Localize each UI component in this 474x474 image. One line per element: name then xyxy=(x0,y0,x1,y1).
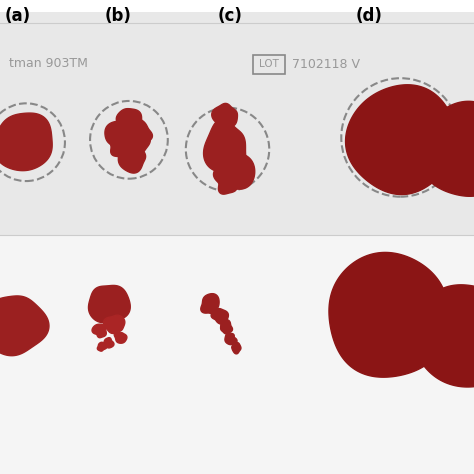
Text: (c): (c) xyxy=(218,7,243,25)
Polygon shape xyxy=(232,343,241,354)
Polygon shape xyxy=(0,113,52,171)
Bar xyxy=(0,12,474,235)
Polygon shape xyxy=(121,128,150,154)
Polygon shape xyxy=(216,144,255,189)
Polygon shape xyxy=(110,133,137,160)
Polygon shape xyxy=(221,123,232,135)
Polygon shape xyxy=(221,113,232,125)
Text: LOT: LOT xyxy=(259,59,279,70)
Polygon shape xyxy=(105,121,131,151)
Text: (d): (d) xyxy=(356,7,383,25)
Text: tman 903TM: tman 903TM xyxy=(9,57,88,71)
Polygon shape xyxy=(221,119,232,131)
Polygon shape xyxy=(104,337,114,348)
Polygon shape xyxy=(92,324,106,337)
Polygon shape xyxy=(221,116,232,128)
Polygon shape xyxy=(126,118,153,148)
Text: 7102118 V: 7102118 V xyxy=(292,58,359,71)
Polygon shape xyxy=(211,309,228,324)
Polygon shape xyxy=(225,333,237,345)
Polygon shape xyxy=(118,144,146,173)
Polygon shape xyxy=(203,119,246,173)
Polygon shape xyxy=(116,109,143,136)
Bar xyxy=(0,235,474,474)
Polygon shape xyxy=(112,119,137,146)
Polygon shape xyxy=(346,85,456,194)
Polygon shape xyxy=(0,296,49,356)
Polygon shape xyxy=(103,315,125,333)
Polygon shape xyxy=(329,253,449,377)
Polygon shape xyxy=(212,103,237,127)
Polygon shape xyxy=(412,285,474,387)
Text: (b): (b) xyxy=(104,7,131,25)
Polygon shape xyxy=(418,101,474,196)
Polygon shape xyxy=(220,320,232,334)
Polygon shape xyxy=(114,332,127,343)
Polygon shape xyxy=(213,163,243,194)
Text: (a): (a) xyxy=(5,7,31,25)
Polygon shape xyxy=(201,294,219,314)
Polygon shape xyxy=(97,342,107,351)
Polygon shape xyxy=(89,285,130,323)
